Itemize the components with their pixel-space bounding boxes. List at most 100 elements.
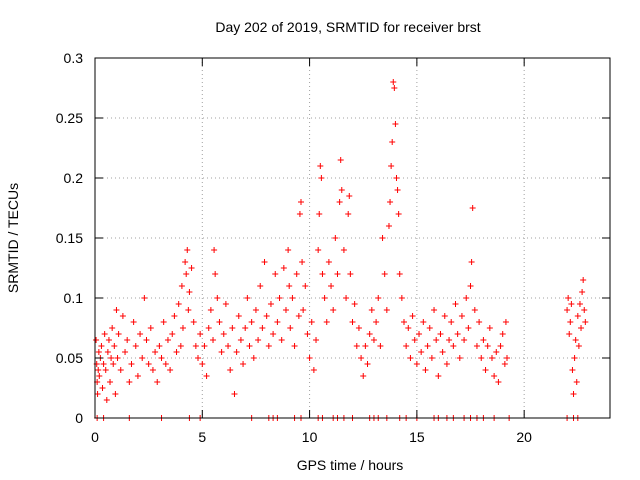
- data-point: [197, 331, 204, 337]
- y-tick-label: 0.15: [56, 230, 83, 246]
- data-point: [572, 337, 579, 343]
- data-points: [93, 79, 589, 421]
- data-point: [112, 391, 119, 397]
- data-point: [403, 343, 410, 349]
- data-point: [302, 283, 309, 289]
- y-tick-label: 0: [75, 410, 83, 426]
- data-point: [188, 265, 195, 271]
- data-point: [122, 349, 129, 355]
- data-point: [203, 373, 210, 379]
- data-point: [566, 331, 573, 337]
- data-point: [391, 85, 398, 91]
- data-point: [504, 355, 510, 361]
- data-point: [336, 199, 343, 205]
- data-point: [177, 343, 184, 349]
- data-point: [246, 343, 253, 349]
- data-point: [493, 349, 500, 355]
- data-point: [128, 361, 135, 367]
- data-point: [337, 157, 344, 163]
- data-point: [318, 175, 325, 181]
- data-point: [149, 367, 156, 373]
- data-point: [358, 355, 365, 361]
- data-point: [315, 247, 322, 253]
- x-tick-label: 20: [516, 429, 532, 445]
- data-point: [265, 343, 272, 349]
- data-point: [183, 271, 190, 277]
- data-point: [103, 397, 110, 403]
- data-point: [270, 331, 277, 337]
- data-point: [117, 367, 124, 373]
- data-point: [98, 343, 105, 349]
- data-point: [349, 319, 356, 325]
- data-point: [467, 283, 474, 289]
- data-point: [379, 235, 386, 241]
- data-point: [212, 271, 219, 277]
- data-point: [580, 277, 587, 283]
- data-point: [458, 313, 465, 319]
- data-point: [446, 337, 453, 343]
- data-point: [578, 325, 585, 331]
- data-point: [571, 355, 578, 361]
- data-point: [227, 367, 234, 373]
- data-point: [119, 313, 126, 319]
- data-point: [93, 337, 100, 343]
- data-point: [276, 295, 283, 301]
- data-point: [319, 271, 326, 277]
- data-point: [102, 367, 109, 373]
- data-point: [502, 319, 509, 325]
- data-point: [579, 289, 586, 295]
- data-point: [250, 355, 257, 361]
- data-point: [426, 325, 433, 331]
- data-point: [141, 295, 148, 301]
- data-point: [233, 349, 240, 355]
- data-point: [573, 379, 580, 385]
- data-point: [395, 211, 402, 217]
- data-point: [463, 295, 470, 301]
- data-point: [340, 247, 347, 253]
- data-point: [240, 361, 247, 367]
- data-point: [130, 319, 137, 325]
- y-tick-label: 0.25: [56, 110, 83, 126]
- data-point: [422, 367, 429, 373]
- data-point: [362, 343, 369, 349]
- data-point: [145, 361, 152, 367]
- data-point: [225, 343, 232, 349]
- data-point: [385, 223, 392, 229]
- data-point: [111, 343, 118, 349]
- data-point: [261, 259, 268, 265]
- x-tick-label: 10: [302, 429, 318, 445]
- data-point: [248, 319, 255, 325]
- y-tick-label: 0.3: [64, 50, 84, 66]
- data-point: [282, 307, 289, 313]
- data-point: [222, 301, 229, 307]
- data-point: [132, 343, 139, 349]
- data-point: [167, 367, 174, 373]
- data-point: [289, 295, 296, 301]
- data-point: [154, 379, 161, 385]
- x-tick-label: 0: [91, 429, 99, 445]
- data-point: [495, 379, 502, 385]
- data-point: [105, 337, 112, 343]
- data-point: [431, 307, 438, 313]
- data-point: [394, 187, 401, 193]
- data-point: [396, 271, 403, 277]
- data-point: [190, 319, 197, 325]
- data-point: [323, 319, 330, 325]
- data-point: [420, 319, 427, 325]
- data-point: [465, 325, 472, 331]
- data-point: [570, 391, 577, 397]
- axis-ticks: 0 0.05 0.1 0.15 0.2 0.25 0.3 0 5 10 15 20: [56, 50, 610, 445]
- data-point: [214, 295, 221, 301]
- data-point: [565, 295, 572, 301]
- data-point: [255, 337, 262, 343]
- data-point: [107, 379, 114, 385]
- data-point: [171, 313, 178, 319]
- data-point: [486, 325, 493, 331]
- data-point: [95, 367, 102, 373]
- data-point: [210, 337, 217, 343]
- data-point: [108, 355, 115, 361]
- data-point: [242, 325, 249, 331]
- data-point: [407, 355, 414, 361]
- data-point: [383, 307, 390, 313]
